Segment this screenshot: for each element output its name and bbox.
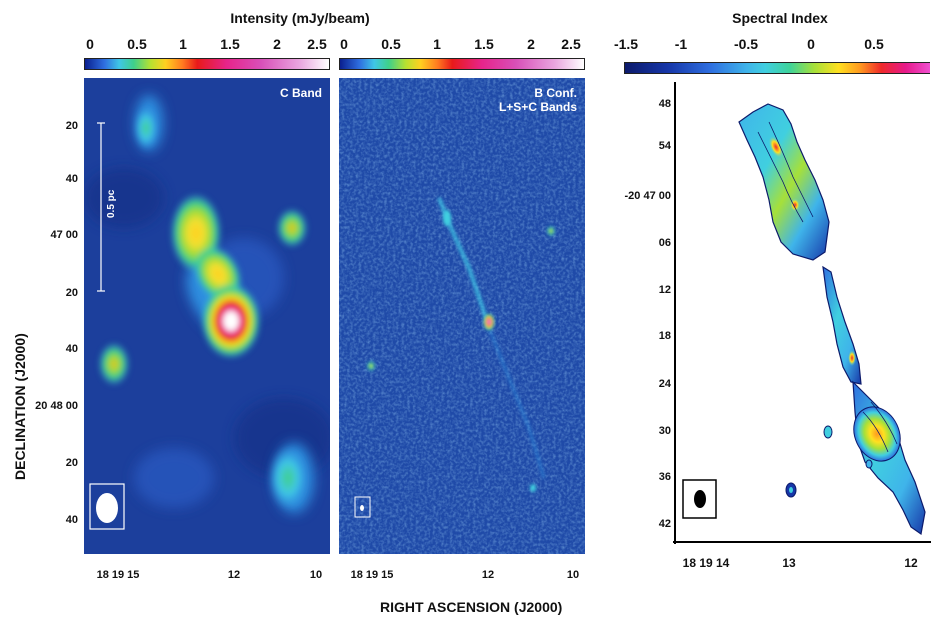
y-tick: 12: [658, 284, 671, 296]
colorbar-tick: 0.5: [381, 36, 401, 52]
x-tick: 18 19 14: [682, 556, 730, 570]
colorbar-tick: 0: [807, 36, 815, 52]
x-tick: 12: [904, 556, 918, 570]
intensity-colorbar-a: [84, 58, 330, 70]
y-tick: 48: [658, 98, 671, 110]
x-axis-label: RIGHT ASCENSION (J2000): [380, 599, 563, 615]
y-tick: 40: [65, 343, 78, 355]
y-tick: 40: [65, 514, 78, 526]
y-tick: 42: [658, 518, 671, 530]
x-tick: 13: [782, 556, 796, 570]
colorbar-tick: 2.5: [561, 36, 581, 52]
x-tick: 12: [227, 569, 241, 581]
colorbar-tick: 1: [179, 36, 187, 52]
colorbar-tick: 2: [273, 36, 281, 52]
panel-b-conf: B Conf. L+S+C Bands: [339, 78, 585, 554]
y-tick: 20: [65, 120, 78, 132]
y-axis-label: DECLINATION (J2000): [12, 333, 28, 480]
beam-ellipse: [96, 493, 118, 523]
intensity-colorbar-b: [339, 58, 585, 70]
x-tick: 18 19 15: [350, 569, 394, 581]
y-tick: 20: [65, 457, 78, 469]
x-tick: 18 19 15: [96, 569, 140, 581]
colorbar-tick: 0.5: [864, 36, 884, 52]
panel-b-label: B Conf. L+S+C Bands: [499, 86, 577, 114]
beam-box: [354, 496, 371, 518]
y-tick: 20 48 00: [35, 400, 78, 412]
panel-b-label-line2: L+S+C Bands: [498, 100, 577, 114]
panel-a-image: [84, 78, 330, 554]
x-tick: 12: [481, 569, 495, 581]
beam-ellipse: [694, 490, 706, 508]
beam-box: [89, 483, 125, 530]
beam-box: [682, 479, 717, 519]
beam-ellipse: [360, 505, 364, 511]
panel-spectral-index: [673, 82, 931, 544]
colorbar-tick: 2.5: [307, 36, 327, 52]
colorbar-tick: 2: [527, 36, 535, 52]
x-tick: 10: [309, 569, 323, 581]
y-tick: 30: [658, 425, 671, 437]
x-tick: 10: [566, 569, 580, 581]
colorbar-tick: 0: [340, 36, 348, 52]
panel-a-label: C Band: [280, 86, 322, 100]
colorbar-tick: 1.5: [220, 36, 240, 52]
colorbar-tick: -1.5: [613, 36, 639, 52]
y-tick: 24: [658, 378, 671, 390]
y-tick: 20: [65, 287, 78, 299]
spectral-index-colorbar: [624, 62, 930, 74]
y-tick: 47 00: [50, 229, 78, 241]
y-tick: -20 47 00: [624, 190, 671, 202]
panel-b-label-line1: B Conf.: [534, 86, 577, 100]
panel-b-image: [339, 78, 585, 554]
panel-c-image: [673, 82, 931, 544]
y-tick: 54: [658, 140, 671, 152]
colorbar-tick: -0.5: [733, 36, 759, 52]
panel-c-band: C Band 0.5 pc: [84, 78, 330, 554]
intensity-colorbar-title: Intensity (mJy/beam): [230, 10, 370, 26]
colorbar-tick: 0.5: [127, 36, 147, 52]
y-tick: 36: [658, 471, 671, 483]
colorbar-tick: 0: [86, 36, 94, 52]
y-tick: 06: [658, 237, 671, 249]
colorbar-tick: -1: [674, 36, 688, 52]
colorbar-tick: 1: [433, 36, 441, 52]
y-tick: 18: [658, 330, 671, 342]
colorbar-tick: 1.5: [474, 36, 494, 52]
spectral-index-colorbar-title: Spectral Index: [732, 10, 828, 26]
y-tick: 40: [65, 173, 78, 185]
scale-bar-label: 0.5 pc: [106, 189, 117, 218]
scale-bar: [97, 122, 105, 292]
